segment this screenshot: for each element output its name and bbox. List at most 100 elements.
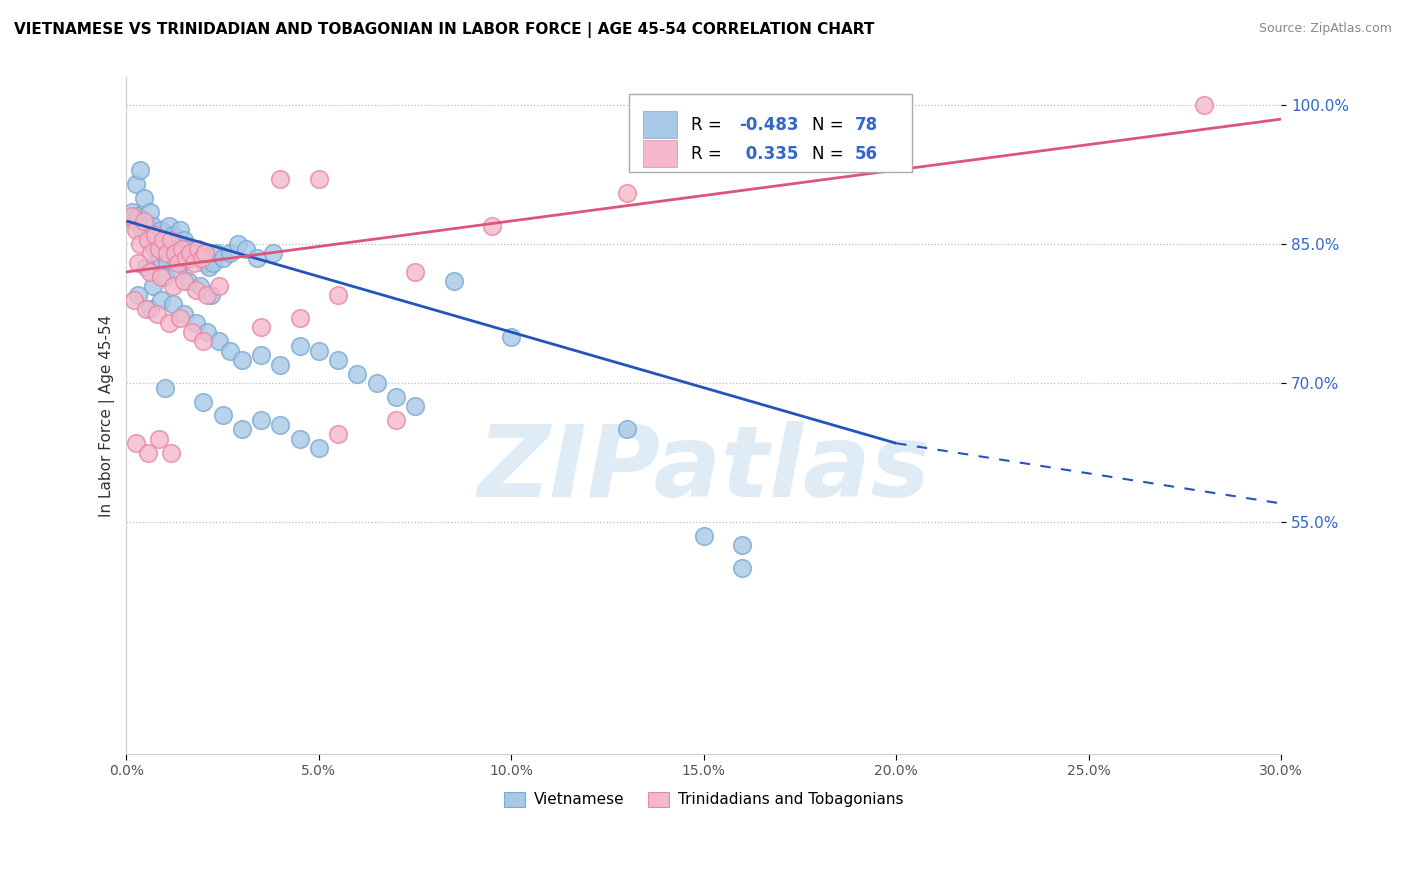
Point — [200, 288, 222, 302]
Point — [142, 278, 165, 293]
Point — [138, 204, 160, 219]
Point — [226, 237, 249, 252]
Point — [132, 214, 155, 228]
Point — [163, 251, 186, 265]
Point — [194, 246, 217, 260]
Point — [184, 284, 207, 298]
Point — [246, 251, 269, 265]
Point — [152, 233, 174, 247]
Point — [152, 246, 174, 260]
Point — [129, 237, 152, 252]
Point — [481, 219, 503, 233]
Point — [125, 436, 148, 450]
Point — [150, 269, 173, 284]
Point — [443, 274, 465, 288]
Point — [205, 246, 228, 260]
Point — [188, 278, 211, 293]
Point — [141, 246, 163, 260]
Point — [1192, 98, 1215, 112]
Point — [163, 246, 186, 260]
Point — [143, 227, 166, 242]
Point — [131, 223, 153, 237]
Point — [501, 330, 523, 344]
Point — [143, 242, 166, 256]
Y-axis label: In Labor Force | Age 45-54: In Labor Force | Age 45-54 — [100, 314, 115, 516]
Point — [250, 320, 273, 334]
Point — [135, 301, 157, 316]
Point — [173, 233, 195, 247]
Point — [187, 251, 209, 265]
Point — [208, 334, 231, 349]
Point — [288, 311, 311, 326]
Point — [187, 242, 209, 256]
Point — [180, 325, 202, 339]
Point — [269, 358, 291, 372]
Point — [159, 445, 181, 459]
Point — [146, 237, 169, 252]
Point — [328, 352, 350, 367]
Point — [208, 278, 231, 293]
Point — [179, 251, 201, 265]
Point — [693, 529, 716, 543]
Point — [148, 242, 170, 256]
Point — [231, 422, 253, 436]
Point — [308, 441, 330, 455]
Point — [172, 242, 194, 256]
Point — [174, 251, 197, 265]
Point — [198, 260, 221, 275]
Point — [195, 325, 218, 339]
Point — [166, 265, 188, 279]
Point — [162, 227, 184, 242]
Point — [142, 219, 165, 233]
Point — [616, 422, 638, 436]
Point — [122, 293, 145, 307]
Text: R =: R = — [692, 116, 721, 134]
Point — [136, 445, 159, 459]
Point — [162, 297, 184, 311]
Point — [177, 274, 200, 288]
Point — [731, 538, 754, 552]
Point — [135, 219, 157, 233]
Point — [122, 214, 145, 228]
Point — [190, 246, 212, 260]
Point — [231, 352, 253, 367]
Point — [135, 260, 157, 275]
Point — [146, 307, 169, 321]
Text: N =: N = — [813, 145, 844, 163]
Point — [132, 191, 155, 205]
Text: 0.335: 0.335 — [740, 145, 799, 163]
Point — [190, 251, 212, 265]
Point — [173, 307, 195, 321]
Text: N =: N = — [813, 116, 844, 134]
Point — [183, 246, 205, 260]
Point — [184, 316, 207, 330]
Point — [136, 233, 159, 247]
Point — [346, 367, 368, 381]
Point — [141, 227, 163, 242]
Point — [166, 237, 188, 252]
Point — [193, 334, 215, 349]
Point — [288, 432, 311, 446]
Point — [129, 163, 152, 178]
FancyBboxPatch shape — [643, 140, 678, 168]
Point — [328, 288, 350, 302]
Text: R =: R = — [692, 145, 721, 163]
Text: ZIPatlas: ZIPatlas — [477, 421, 931, 518]
FancyBboxPatch shape — [628, 95, 911, 172]
Point — [219, 246, 242, 260]
Point — [127, 255, 149, 269]
Point — [269, 417, 291, 432]
Point — [121, 210, 143, 224]
Point — [366, 376, 388, 390]
Point — [153, 233, 176, 247]
Point — [169, 311, 191, 326]
Point — [167, 255, 190, 269]
Point — [202, 255, 225, 269]
Point — [193, 394, 215, 409]
Point — [125, 177, 148, 191]
Point — [179, 246, 201, 260]
Point — [731, 561, 754, 575]
Point — [385, 413, 408, 427]
Text: 56: 56 — [855, 145, 877, 163]
Point — [127, 288, 149, 302]
